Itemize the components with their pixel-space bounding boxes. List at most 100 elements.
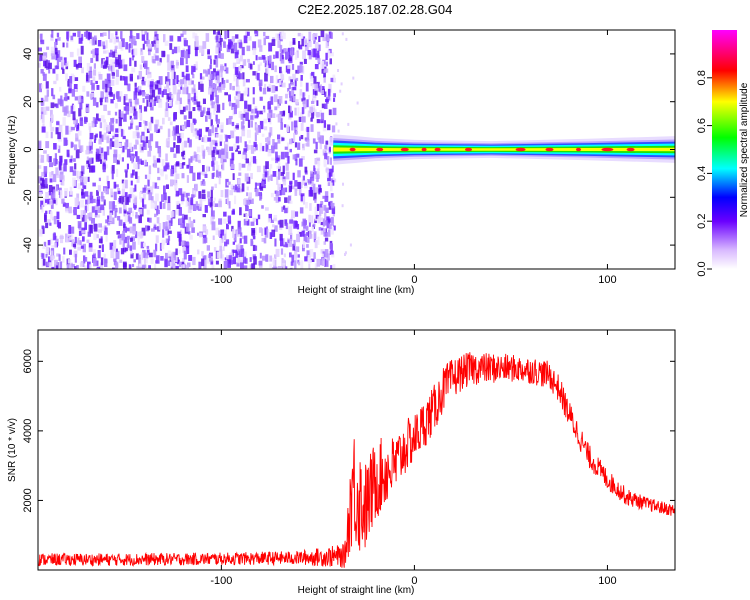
heatmap-cell (73, 84, 78, 89)
heatmap-cell (149, 186, 154, 195)
heatmap-cell (153, 36, 157, 44)
heatmap-cell (288, 83, 291, 90)
heatmap-cell (285, 65, 288, 73)
heatmap-cell (236, 262, 240, 267)
heatmap-cell (237, 93, 241, 101)
heatmap-cell (269, 232, 273, 239)
heatmap-cell (211, 157, 216, 161)
heatmap-cell (138, 122, 142, 127)
heatmap-cell (84, 191, 89, 197)
heatmap-cell (265, 143, 269, 152)
heatmap-cell (226, 182, 230, 186)
heatmap-cell (43, 166, 48, 174)
heatmap-cell (276, 114, 279, 118)
heatmap-cell (128, 142, 132, 151)
heatmap-cell (191, 194, 195, 198)
heatmap-cell (230, 130, 235, 139)
heatmap-cell (146, 99, 149, 107)
heatmap-cell (102, 32, 107, 36)
heatmap-cell (201, 194, 206, 199)
heatmap-cell (115, 184, 119, 188)
heatmap-cell (102, 207, 105, 216)
heatmap-cell (59, 162, 62, 171)
heatmap-cell (177, 89, 182, 95)
heatmap-cell (152, 155, 156, 160)
heatmap-cell (302, 116, 306, 123)
heatmap-cell (186, 120, 191, 128)
heatmap-cell (85, 150, 89, 155)
heatmap-cell (279, 66, 282, 74)
heatmap-cell (138, 109, 141, 118)
heatmap-cell (198, 134, 201, 141)
heatmap-cell (190, 97, 194, 101)
heatmap-cell (74, 77, 79, 81)
heatmap-cell (324, 212, 327, 220)
heatmap-cell (150, 104, 154, 111)
heatmap-cell (320, 61, 325, 69)
heatmap-cell (77, 246, 82, 251)
heatmap-cell (103, 253, 106, 263)
heatmap-cell (46, 262, 50, 266)
heatmap-cell (133, 259, 136, 263)
heatmap-cell (293, 239, 296, 246)
heatmap-cell (285, 162, 289, 171)
heatmap-cell (100, 153, 104, 160)
heatmap-cell (91, 206, 96, 213)
heatmap-cell (124, 76, 128, 86)
heatmap-cell (70, 105, 74, 114)
heatmap-cell (229, 146, 234, 151)
heatmap-cell (130, 123, 133, 129)
heatmap-cell (197, 249, 200, 255)
heatmap-cell (208, 88, 212, 95)
heatmap-cell (246, 201, 251, 205)
heatmap-cell (305, 225, 309, 231)
heatmap-cell (284, 146, 288, 150)
heatmap-cell (186, 192, 190, 197)
heatmap-cell (210, 91, 214, 100)
heatmap-cell (118, 109, 121, 119)
heatmap-cell (61, 180, 65, 186)
heatmap-cell (71, 234, 74, 240)
heatmap-cell (192, 74, 195, 79)
heatmap-cell (165, 238, 168, 243)
heatmap-cell (170, 266, 173, 269)
heatmap-cell (205, 229, 209, 235)
heatmap-cell (224, 92, 228, 96)
heatmap-cell (248, 209, 252, 217)
heatmap-cell (188, 111, 193, 119)
heatmap-cell (328, 224, 332, 230)
heatmap-cell (316, 100, 319, 106)
heatmap-cell (130, 105, 134, 114)
heatmap-cell (171, 264, 175, 269)
heatmap-cell (99, 262, 104, 269)
heatmap-cell (187, 45, 191, 55)
heatmap-cell (161, 239, 166, 246)
heatmap-cell (45, 81, 49, 89)
heatmap-cell (308, 181, 312, 185)
heatmap-cell (199, 73, 203, 80)
heatmap-cell (191, 227, 195, 233)
heatmap-cell (262, 173, 266, 180)
heatmap-cell (65, 73, 68, 81)
heatmap-cell (215, 134, 219, 138)
heatmap-cell (228, 94, 231, 102)
heatmap-cell (223, 66, 227, 70)
heatmap-cell (93, 233, 97, 240)
heatmap-cell (314, 174, 317, 179)
heatmap-cell (69, 186, 73, 195)
signal-yellow-band (333, 147, 675, 152)
heatmap-cell (317, 131, 321, 140)
heatmap-cell (302, 240, 306, 249)
heatmap-cell (300, 33, 304, 41)
heatmap-cell (225, 144, 229, 152)
heatmap-cell (109, 140, 112, 150)
heatmap-cell (321, 253, 324, 258)
heatmap-cell (331, 226, 334, 235)
heatmap-cell (134, 60, 137, 67)
heatmap-cell (211, 173, 215, 179)
heatmap-cell (314, 198, 317, 203)
heatmap-cell (170, 211, 175, 218)
heatmap-cell (247, 58, 250, 63)
heatmap-cell (115, 128, 119, 133)
heatmap-cell (170, 253, 174, 261)
